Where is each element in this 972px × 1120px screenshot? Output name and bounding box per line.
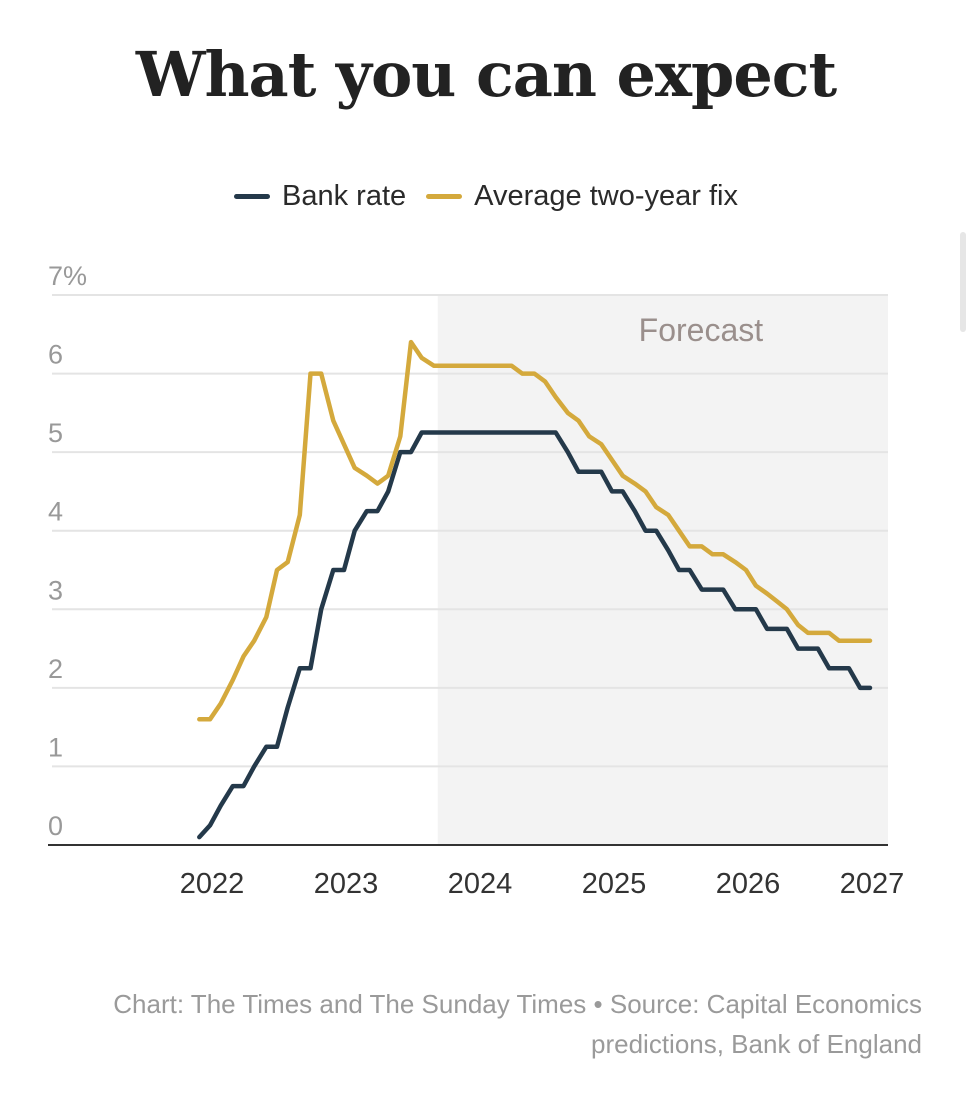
y-tick-label: 6 (48, 340, 63, 370)
x-tick-label: 2022 (180, 868, 245, 900)
legend-swatch-bank-rate (234, 194, 271, 199)
y-tick-label: 7% (48, 261, 87, 291)
chart-title: What you can expect (135, 38, 837, 111)
y-tick-label: 2 (48, 654, 63, 684)
legend-entry-two-year-fix: Average two-year fix (426, 180, 738, 213)
x-tick-label: 2024 (448, 868, 513, 900)
x-tick-label: 2026 (716, 868, 781, 900)
y-tick-label: 1 (48, 732, 63, 762)
legend-entry-bank-rate: Bank rate (234, 180, 406, 213)
source-note: Chart: The Times and The Sunday Times • … (113, 989, 922, 1059)
forecast-label: Forecast (639, 312, 764, 348)
x-tick-label: 2025 (582, 868, 647, 900)
x-tick-label: 2027 (840, 868, 905, 900)
legend: Bank rate Average two-year fix (0, 180, 972, 213)
y-tick-label: 0 (48, 811, 63, 841)
x-tick-label: 2023 (314, 868, 379, 900)
y-tick-label: 5 (48, 418, 63, 448)
forecast-region (437, 295, 888, 845)
legend-label-bank-rate: Bank rate (282, 180, 407, 212)
legend-swatch-two-year-fix (426, 194, 463, 199)
legend-label-two-year-fix: Average two-year fix (474, 180, 738, 212)
scrollbar[interactable] (960, 232, 966, 332)
y-tick-label: 4 (48, 497, 63, 527)
y-tick-label: 3 (48, 575, 63, 605)
series-line-two-year-fix (197, 339, 873, 722)
series-line-bank-rate (197, 430, 873, 840)
